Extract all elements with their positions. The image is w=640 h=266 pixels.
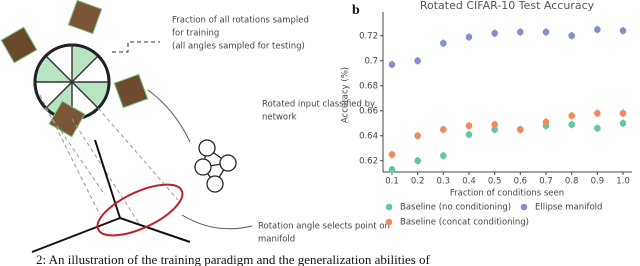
legend-label: Baseline (no conditioning): [400, 203, 511, 213]
x-tick-label: 0.5: [488, 177, 502, 187]
point: [440, 39, 447, 47]
point: [619, 109, 627, 117]
point: [440, 126, 447, 133]
legend-label: Ellipse manifold: [535, 203, 602, 213]
network: [194, 139, 237, 193]
point: [491, 29, 498, 37]
point: [388, 166, 396, 173]
point: [440, 152, 447, 160]
y-tick-label: 0.62: [359, 156, 378, 166]
x-tick-label: 0.9: [591, 177, 605, 187]
point: [517, 126, 524, 133]
legend-marker: [385, 203, 393, 211]
dashed-pointer: [112, 41, 160, 53]
legend-marker: [520, 203, 528, 211]
point: [619, 119, 627, 127]
point: [594, 26, 601, 33]
legend-marker: [385, 218, 393, 226]
panel-label: b: [352, 3, 360, 18]
point: [414, 157, 421, 165]
point: [542, 28, 550, 36]
point: [619, 27, 627, 35]
sampling-note: (all angles sampled for testing): [172, 42, 305, 52]
x-tick-label: 0.2: [411, 177, 425, 187]
manifold-note: Rotation angle selects point on: [258, 222, 390, 232]
caption: 2: An illustration of the training parad…: [36, 252, 431, 266]
network-note: Rotated input classified by: [262, 100, 375, 110]
y-tick-label: 0.66: [359, 106, 378, 116]
manifold-note: manifold: [258, 235, 295, 245]
sampling-note: Fraction of all rotations sampled: [172, 16, 309, 26]
x-tick-label: 0.7: [539, 177, 553, 187]
y-tick-label: 0.64: [359, 131, 378, 141]
y-tick-label: 0.72: [359, 31, 378, 41]
x-tick-label: 0.4: [462, 177, 476, 187]
rotated-images: [0, 0, 149, 138]
x-tick-label: 0.1: [385, 177, 399, 187]
diagram: Fraction of all rotations sampled for tr…: [0, 0, 390, 253]
point: [568, 112, 575, 120]
point: [465, 131, 473, 138]
point: [568, 121, 575, 128]
x-tick-label: 1.0: [616, 177, 630, 187]
y-tick-label: 0.68: [359, 81, 378, 91]
chart-title: Rotated CIFAR-10 Test Accuracy: [420, 0, 595, 12]
point: [465, 122, 473, 130]
manifold-arrow: [181, 214, 253, 230]
x-tick-label: 0.3: [437, 177, 451, 187]
axes-3d: [31, 139, 191, 253]
point: [542, 118, 550, 126]
x-tick-label: 0.6: [514, 177, 528, 187]
point: [491, 121, 498, 128]
point: [388, 151, 396, 158]
y-axis-label: Accuracy (%): [341, 67, 351, 123]
point: [414, 132, 421, 140]
point: [465, 33, 473, 41]
point: [414, 57, 421, 65]
ellipse-manifold: [96, 183, 184, 237]
point: [388, 61, 396, 68]
point: [594, 124, 601, 132]
sampling-note: for training: [172, 29, 219, 39]
point: [594, 109, 601, 117]
point: [517, 28, 524, 36]
y-tick-label: 0.7: [364, 56, 378, 66]
network-arrow: [147, 89, 191, 143]
x-tick-label: 0.8: [565, 177, 579, 187]
point: [491, 126, 498, 133]
point: [568, 32, 575, 40]
legend-label: Baseline (concat conditioning): [400, 218, 529, 228]
network-note: network: [262, 113, 297, 123]
x-axis-label: Fraction of conditions seen: [450, 189, 564, 199]
